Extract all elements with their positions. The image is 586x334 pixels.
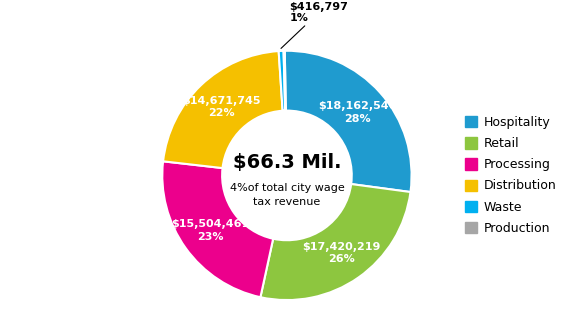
Wedge shape xyxy=(260,184,410,300)
Text: $18,162,546
28%: $18,162,546 28% xyxy=(318,101,397,124)
Legend: Hospitality, Retail, Processing, Distribution, Waste, Production: Hospitality, Retail, Processing, Distrib… xyxy=(465,116,556,235)
Text: $17,420,219
26%: $17,420,219 26% xyxy=(302,242,380,264)
Wedge shape xyxy=(284,51,286,111)
Text: 4%of total city wage
tax revenue: 4%of total city wage tax revenue xyxy=(230,183,345,207)
Wedge shape xyxy=(285,51,411,192)
Text: $14,671,745
22%: $14,671,745 22% xyxy=(182,96,261,118)
Text: $416,797
1%: $416,797 1% xyxy=(281,1,349,48)
Text: $15,504,461
23%: $15,504,461 23% xyxy=(171,219,249,242)
Wedge shape xyxy=(279,51,285,111)
Wedge shape xyxy=(162,161,273,297)
Text: $66.3 Mil.: $66.3 Mil. xyxy=(233,153,341,172)
Wedge shape xyxy=(163,51,282,168)
